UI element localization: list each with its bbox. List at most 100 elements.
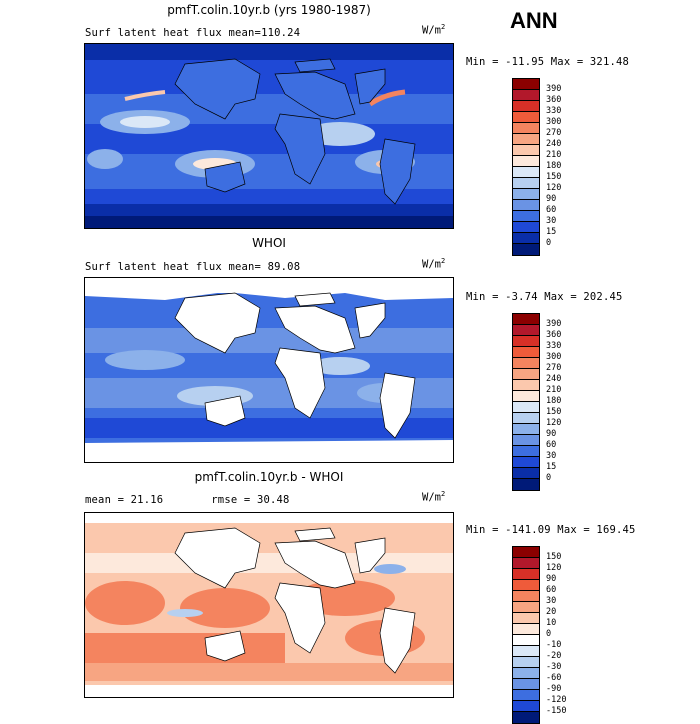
colorbar-segment [513, 222, 539, 233]
colorbar-segment [513, 211, 539, 222]
colorbar-segment [513, 558, 539, 569]
colorbar-segment [513, 233, 539, 244]
panel1-mean-value: 110.24 [261, 27, 301, 39]
colorbar-tick-label: 60 [546, 205, 557, 215]
colorbar-tick-label: 150 [546, 407, 562, 417]
colorbar-tick-label: 120 [546, 563, 562, 573]
colorbar-tick-label: 360 [546, 330, 562, 340]
colorbar-segment [513, 569, 539, 580]
panel1-left-label: Surf latent heat flux mean= [85, 27, 262, 39]
colorbar-tick-label: -30 [546, 662, 562, 672]
colorbar-tick-label: 0 [546, 238, 552, 248]
colorbar-segment [513, 468, 539, 479]
panel3-mean-label: mean = [85, 494, 125, 506]
panel1-units: W/m2 [422, 23, 446, 37]
colorbar-segment [513, 624, 539, 635]
panel2-units: W/m2 [422, 257, 446, 271]
colorbar-tick-label: 180 [546, 161, 562, 171]
panel1-map [84, 43, 454, 229]
colorbar-tick-label: 180 [546, 396, 562, 406]
colorbar-tick-label: 90 [546, 429, 557, 439]
colorbar-tick-label: 10 [546, 618, 557, 628]
colorbar-tick-label: 20 [546, 607, 557, 617]
panel2-left-label: Surf latent heat flux mean= [85, 261, 262, 273]
colorbar-segment [513, 446, 539, 457]
colorbar-segment [513, 646, 539, 657]
panel1-title: pmfT.colin.10yr.b (yrs 1980-1987) [167, 3, 371, 17]
panel1-colorbar-labels: 390 360 330 300 270 240 210 180 150 120 90 60 30 15 0 [546, 84, 561, 249]
colorbar-segment [513, 134, 539, 145]
panel2-colorbar-labels: 390 360 330 300 270 240 210 180 150 120 90 60 30 15 0 [546, 319, 561, 484]
colorbar-segment [513, 336, 539, 347]
colorbar-tick-label: 0 [546, 629, 552, 639]
colorbar-tick-label: -90 [546, 684, 562, 694]
panel1-colorbar [512, 78, 540, 256]
colorbar-segment [513, 613, 539, 624]
colorbar-segment [513, 244, 539, 255]
colorbar-tick-label: 150 [546, 552, 562, 562]
colorbar-tick-label: 330 [546, 341, 562, 351]
colorbar-segment [513, 690, 539, 701]
colorbar-tick-label: -120 [546, 695, 567, 705]
panel2-mean-value: 89.08 [261, 261, 301, 273]
colorbar-segment [513, 591, 539, 602]
colorbar-segment [513, 79, 539, 90]
colorbar-segment [513, 547, 539, 558]
colorbar-segment [513, 380, 539, 391]
colorbar-segment [513, 167, 539, 178]
colorbar-tick-label: 120 [546, 183, 562, 193]
colorbar-tick-label: 330 [546, 106, 562, 116]
colorbar-segment [513, 200, 539, 211]
colorbar-segment [513, 602, 539, 613]
colorbar-segment [513, 679, 539, 690]
panel3-map [84, 512, 454, 698]
colorbar-tick-label: 0 [546, 473, 552, 483]
colorbar-tick-label: 390 [546, 319, 562, 329]
colorbar-tick-label: 15 [546, 227, 557, 237]
panel3-minmax: Min = -141.09 Max = 169.45 [466, 524, 636, 536]
panel3-map-plot [85, 513, 453, 697]
colorbar-tick-label: 270 [546, 128, 562, 138]
colorbar-segment [513, 413, 539, 424]
colorbar-segment [513, 479, 539, 490]
colorbar-tick-label: 30 [546, 596, 557, 606]
panel2-colorbar [512, 313, 540, 491]
panel3-units: W/m2 [422, 490, 446, 504]
colorbar-tick-label: 390 [546, 84, 562, 94]
colorbar-tick-label: 30 [546, 216, 557, 226]
colorbar-segment [513, 580, 539, 591]
panel3-stats-label: mean = 21.16 rmse = 30.48 [85, 494, 290, 506]
colorbar-segment [513, 347, 539, 358]
colorbar-tick-label: -20 [546, 651, 562, 661]
colorbar-tick-label: -150 [546, 706, 567, 716]
colorbar-tick-label: 210 [546, 150, 562, 160]
colorbar-tick-label: 300 [546, 352, 562, 362]
colorbar-tick-label: 60 [546, 585, 557, 595]
colorbar-segment [513, 145, 539, 156]
colorbar-tick-label: 300 [546, 117, 562, 127]
colorbar-segment [513, 358, 539, 369]
colorbar-tick-label: -10 [546, 640, 562, 650]
panel3-rmse-value: 30.48 [250, 494, 290, 506]
colorbar-segment [513, 112, 539, 123]
colorbar-tick-label: 270 [546, 363, 562, 373]
colorbar-segment [513, 657, 539, 668]
colorbar-segment [513, 189, 539, 200]
panel2-map-plot [85, 278, 453, 462]
colorbar-tick-label: 120 [546, 418, 562, 428]
colorbar-tick-label: 90 [546, 194, 557, 204]
colorbar-segment [513, 701, 539, 712]
panel1-minmax: Min = -11.95 Max = 321.48 [466, 56, 630, 68]
colorbar-segment [513, 90, 539, 101]
colorbar-tick-label: 150 [546, 172, 562, 182]
colorbar-segment [513, 178, 539, 189]
colorbar-segment [513, 402, 539, 413]
colorbar-segment [513, 668, 539, 679]
colorbar-segment [513, 314, 539, 325]
colorbar-segment [513, 391, 539, 402]
colorbar-tick-label: 240 [546, 139, 562, 149]
colorbar-segment [513, 712, 539, 723]
colorbar-tick-label: 210 [546, 385, 562, 395]
colorbar-segment [513, 424, 539, 435]
colorbar-segment [513, 369, 539, 380]
